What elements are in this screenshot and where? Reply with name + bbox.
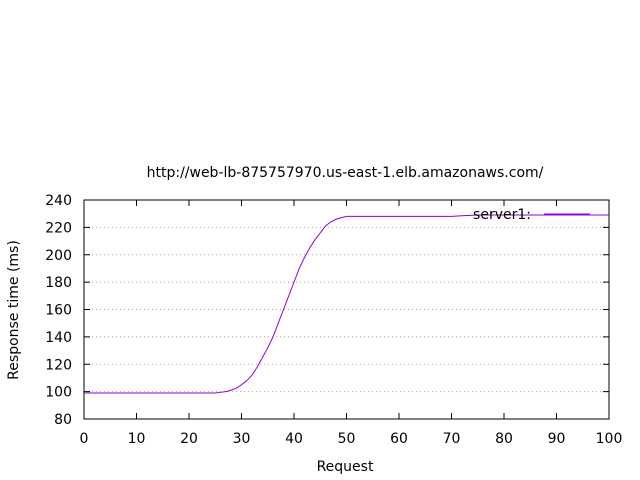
legend-label: server1: xyxy=(473,207,531,223)
y-tick-label: 120 xyxy=(45,357,72,373)
grid-lines xyxy=(84,226,609,393)
x-tick-label: 70 xyxy=(443,431,461,447)
y-tick-label: 180 xyxy=(45,275,72,291)
y-tick-label: 100 xyxy=(45,385,72,401)
plot-frame xyxy=(83,199,610,420)
series-layer xyxy=(84,214,609,394)
x-axis-label: Request xyxy=(317,459,374,475)
x-tick-label: 20 xyxy=(180,431,198,447)
x-tick-label: 90 xyxy=(548,431,566,447)
x-tick-label: 60 xyxy=(390,431,408,447)
x-tick-label: 100 xyxy=(596,431,623,447)
axis-ticks: 80 100 120 140 160 180 200 220 240 0 10 20 30 40 50 60 7… xyxy=(45,193,622,447)
chart-title: http://web-lb-875757970.us-east-1.elb.am… xyxy=(147,165,544,181)
y-tick-label: 80 xyxy=(54,412,72,428)
y-tick-label: 140 xyxy=(45,330,72,346)
y-tick-label: 240 xyxy=(45,193,72,209)
x-tick-label: 10 xyxy=(128,431,146,447)
x-tick-label: 40 xyxy=(285,431,303,447)
series-line-1 xyxy=(84,214,609,394)
y-tick-label: 200 xyxy=(45,248,72,264)
x-tick-label: 30 xyxy=(233,431,251,447)
y-tick-label: 160 xyxy=(45,303,72,319)
y-tick-label: 220 xyxy=(45,220,72,236)
x-tick-label: 0 xyxy=(80,431,89,447)
y-axis-label: Response time (ms) xyxy=(6,240,22,380)
x-tick-label: 50 xyxy=(338,431,356,447)
x-tick-label: 80 xyxy=(495,431,513,447)
legend: server1: xyxy=(473,207,590,223)
